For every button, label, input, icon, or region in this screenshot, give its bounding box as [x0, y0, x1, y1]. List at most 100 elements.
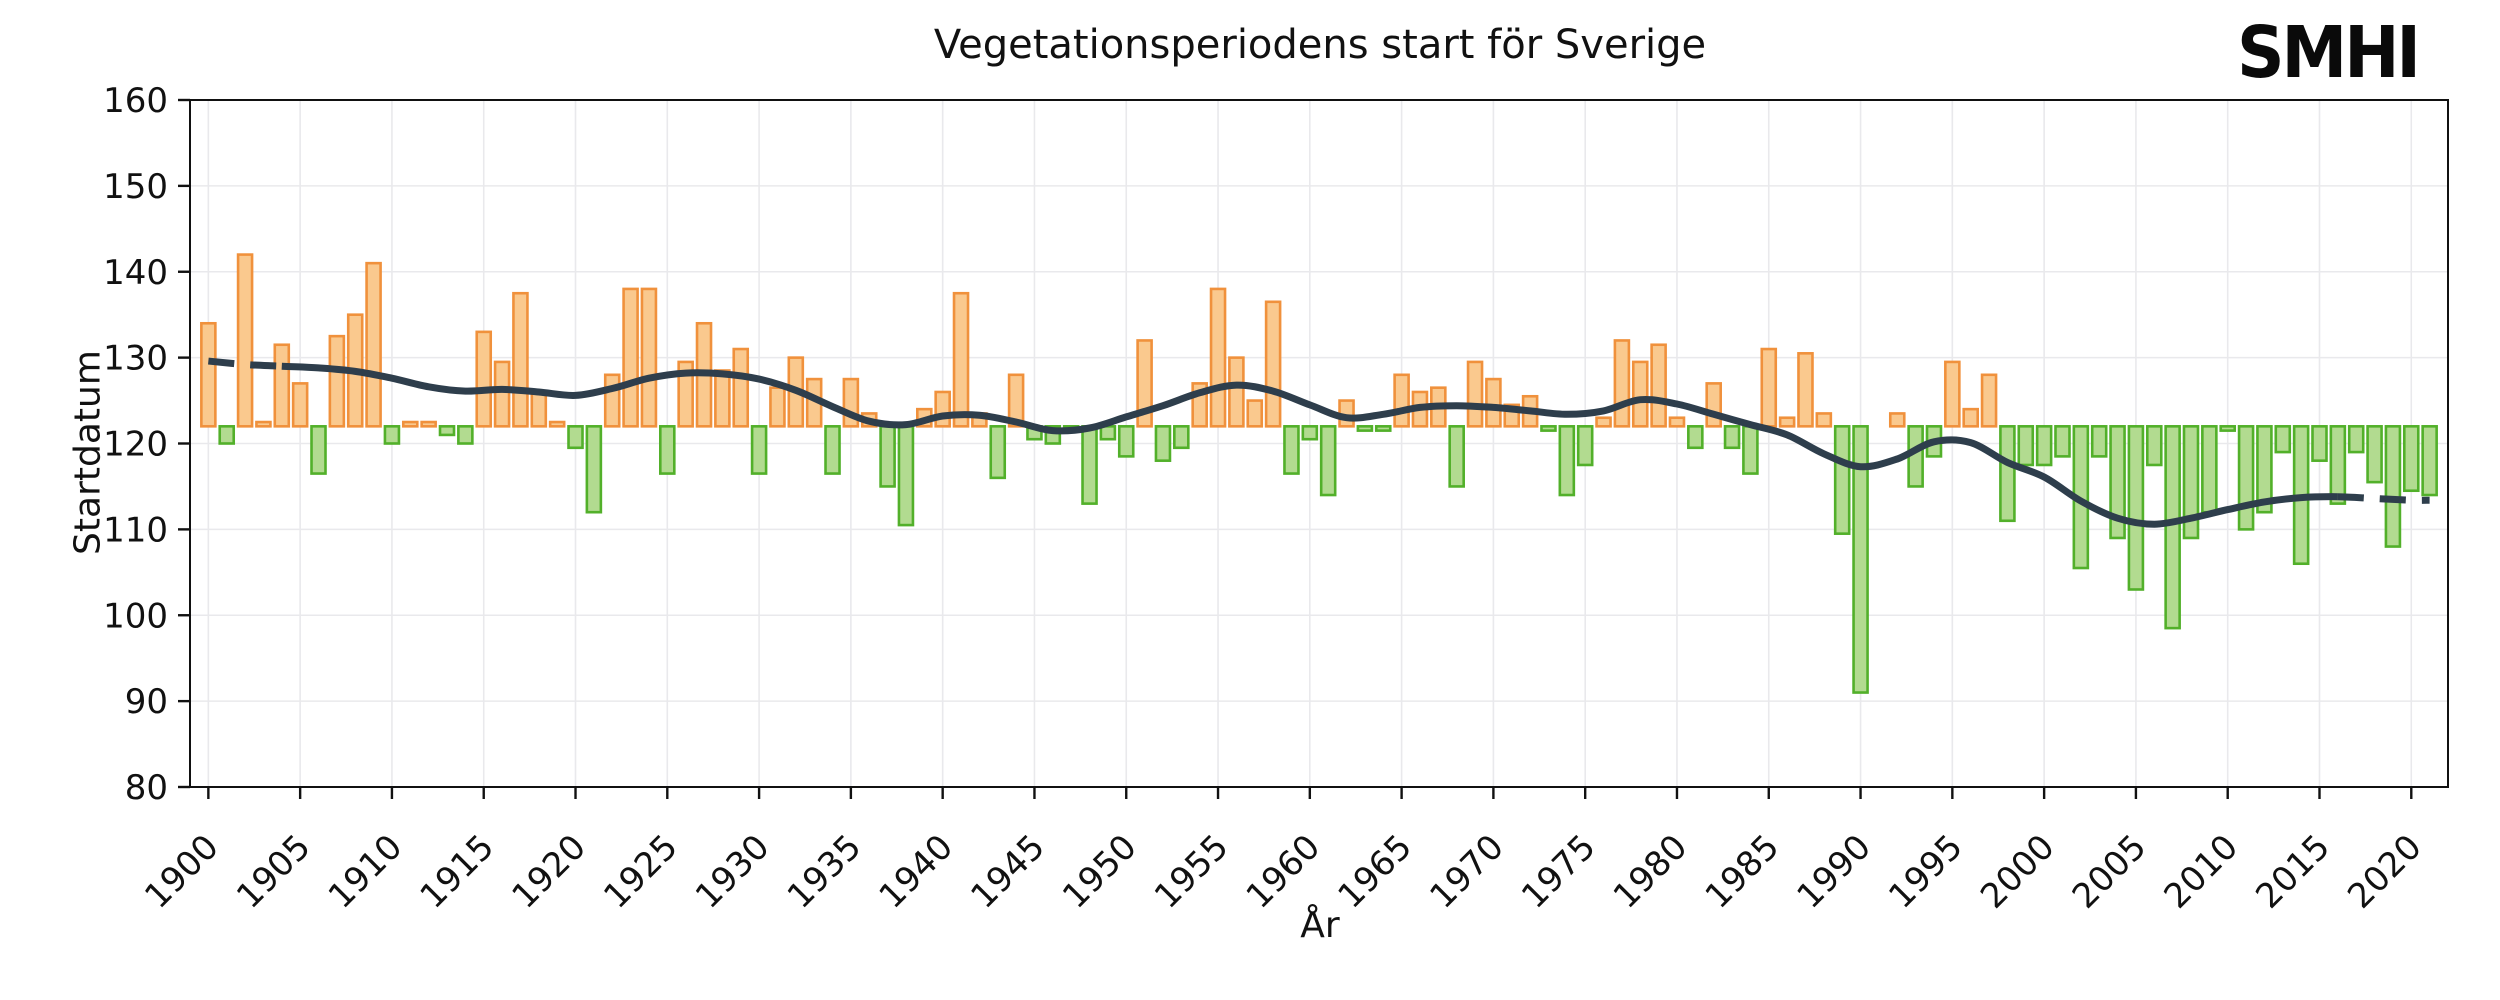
bar-1924	[640, 287, 658, 428]
bar-1920	[567, 425, 584, 450]
bar-1980	[1668, 416, 1686, 428]
x-tick-label-1975: 1975	[1514, 827, 1603, 916]
bar-1961	[1319, 425, 1337, 497]
smhi-logo: SMHI	[2236, 10, 2421, 95]
bar-1999	[2017, 425, 2035, 467]
bar-1921	[585, 425, 603, 514]
bar-1915	[475, 330, 493, 428]
bar-1964	[1374, 425, 1392, 432]
bar-1918	[530, 390, 548, 428]
y-tick-label-110: 110	[103, 510, 168, 550]
x-tick-label-1915: 1915	[413, 827, 502, 916]
y-tick-label-100: 100	[103, 596, 168, 636]
bar-1912	[420, 420, 437, 428]
bar-1950	[1117, 425, 1135, 458]
x-tick-label-1920: 1920	[504, 827, 593, 916]
bar-1944	[1007, 373, 1025, 428]
bar-1931	[769, 386, 786, 428]
bar-1900	[200, 321, 217, 428]
bar-2001	[2054, 425, 2071, 458]
y-tick-label-150: 150	[103, 167, 168, 207]
x-tick-label-1985: 1985	[1698, 827, 1787, 916]
bar-2016	[2329, 425, 2347, 505]
bar-1934	[824, 425, 841, 475]
x-tick-label-1935: 1935	[780, 827, 869, 916]
bar-2021	[2421, 425, 2438, 497]
bar-1989	[1833, 425, 1851, 535]
trend-line-dashed-end	[2337, 493, 2430, 504]
bar-2017	[2347, 425, 2365, 454]
x-tick-label-1900: 1900	[137, 827, 226, 916]
bar-1973	[1540, 425, 1557, 432]
bar-1986	[1778, 416, 1796, 428]
bar-1940	[934, 390, 951, 428]
bar-1926	[677, 360, 694, 428]
bar-1914	[457, 425, 474, 445]
bar-1948	[1081, 425, 1098, 505]
x-tick-label-1950: 1950	[1055, 827, 1144, 916]
bar-1941	[952, 291, 970, 428]
bar-1970	[1485, 377, 1502, 428]
bar-1916	[493, 360, 511, 428]
bar-1953	[1173, 425, 1190, 450]
bar-1963	[1356, 425, 1374, 432]
bar-1968	[1448, 425, 1465, 488]
bar-2018	[2366, 425, 2383, 484]
bar-1985	[1760, 347, 1778, 428]
bar-2005	[2127, 425, 2145, 591]
bar-1979	[1650, 343, 1667, 428]
x-tick-label-1930: 1930	[688, 827, 777, 916]
bar-1949	[1099, 425, 1117, 441]
bar-1913	[438, 425, 456, 437]
bar-1982	[1705, 382, 1722, 428]
bar-1956	[1228, 356, 1245, 428]
bar-2019	[2384, 425, 2402, 548]
bar-1938	[897, 425, 915, 527]
x-tick-label-1910: 1910	[321, 827, 410, 916]
x-tick-label-1905: 1905	[229, 827, 318, 916]
bar-1969	[1466, 360, 1484, 428]
x-tick-label-1925: 1925	[596, 827, 685, 916]
bar-1959	[1283, 425, 1300, 475]
bar-1925	[659, 425, 676, 475]
x-tick-label-2020: 2020	[2340, 827, 2429, 916]
bar-1987	[1797, 352, 1814, 428]
bar-1976	[1595, 416, 1612, 428]
bar-1996	[1962, 407, 1979, 428]
bar-1965	[1393, 373, 1410, 428]
x-tick-label-2000: 2000	[1973, 827, 2062, 916]
bar-1952	[1154, 425, 1172, 462]
x-tick-label-1995: 1995	[1881, 827, 1970, 916]
bar-2012	[2256, 425, 2273, 514]
bar-2020	[2402, 425, 2420, 493]
bar-1930	[750, 425, 768, 475]
bar-1995	[1944, 360, 1961, 428]
bar-2006	[2145, 425, 2163, 467]
bar-2000	[2035, 425, 2053, 467]
x-tick-label-1955: 1955	[1147, 827, 1236, 916]
bar-2008	[2182, 425, 2200, 540]
x-axis-label: År	[1300, 905, 1340, 946]
bar-2004	[2109, 425, 2126, 540]
bar-2015	[2311, 425, 2328, 462]
x-tick-label-1990: 1990	[1789, 827, 1878, 916]
bar-2007	[2164, 425, 2181, 630]
bar-1984	[1742, 425, 1759, 475]
bar-1975	[1576, 425, 1594, 467]
bar-1905	[291, 382, 309, 428]
bar-2011	[2237, 425, 2255, 531]
bar-2013	[2274, 425, 2292, 454]
bar-1977	[1613, 339, 1631, 428]
trend-line-solid	[281, 362, 2338, 528]
bar-1917	[512, 291, 529, 428]
bar-1911	[401, 420, 419, 428]
bar-1928	[714, 369, 731, 428]
y-tick-label-140: 140	[103, 253, 168, 293]
bar-1923	[622, 287, 639, 428]
x-tick-label-1940: 1940	[872, 827, 961, 916]
bar-1901	[218, 425, 236, 445]
bar-1957	[1246, 399, 1264, 428]
bar-1951	[1136, 339, 1153, 428]
y-tick-label-130: 130	[103, 339, 168, 379]
